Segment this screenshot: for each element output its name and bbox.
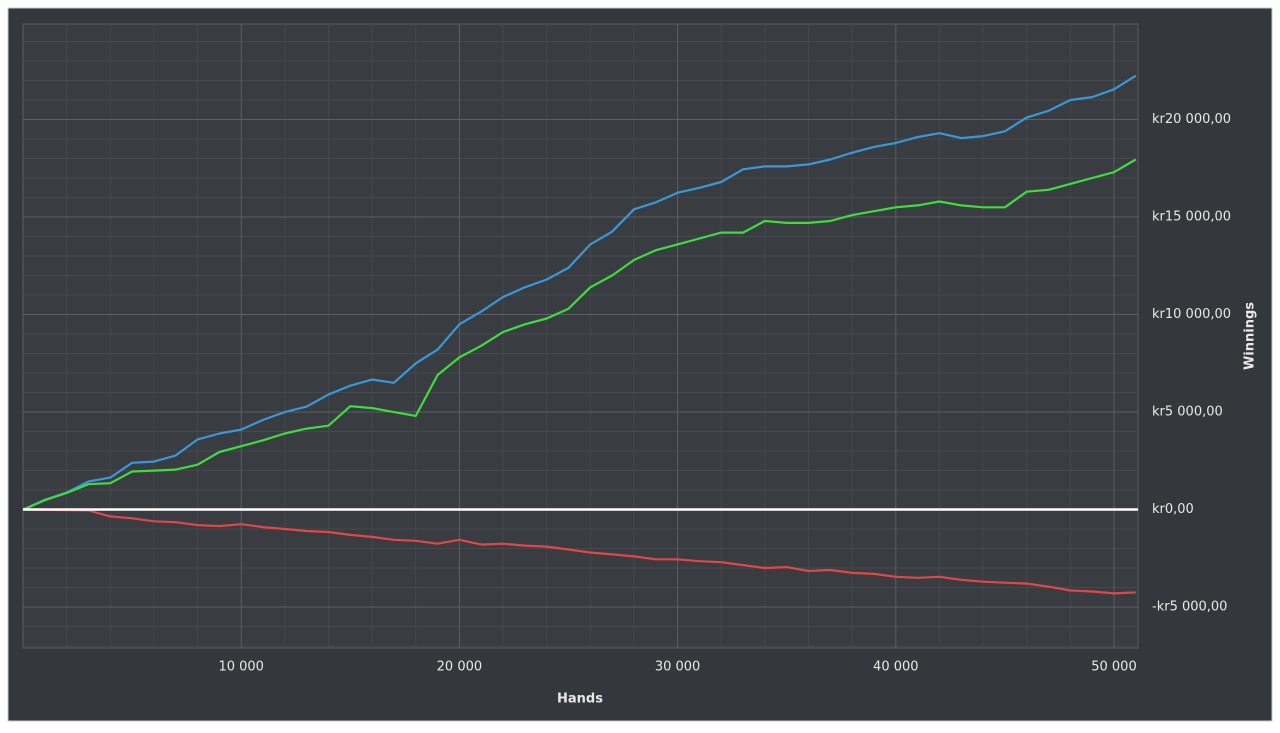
y-tick-label: kr15 000,00 xyxy=(1152,210,1231,225)
y-tick-label: kr0,00 xyxy=(1152,502,1194,517)
series-line xyxy=(22,508,1136,595)
y-tick-label: kr10 000,00 xyxy=(1152,307,1231,322)
x-axis-title: Hands xyxy=(557,692,603,707)
x-tick-label: 50 000 xyxy=(1091,660,1137,675)
x-tick-label: 30 000 xyxy=(655,660,701,675)
series-line xyxy=(22,158,1137,511)
y-tick-label: kr5 000,00 xyxy=(1152,405,1223,420)
y-tick-label: -kr5 000,00 xyxy=(1152,600,1227,615)
series-line xyxy=(22,74,1137,511)
x-tick-label: 20 000 xyxy=(437,660,483,675)
y-tick-label: kr20 000,00 xyxy=(1152,112,1231,127)
x-tick-label: 40 000 xyxy=(873,660,919,675)
x-tick-label: 10 000 xyxy=(218,660,264,675)
plot-area xyxy=(22,23,1139,649)
y-axis-title: Winnings xyxy=(1243,302,1258,370)
